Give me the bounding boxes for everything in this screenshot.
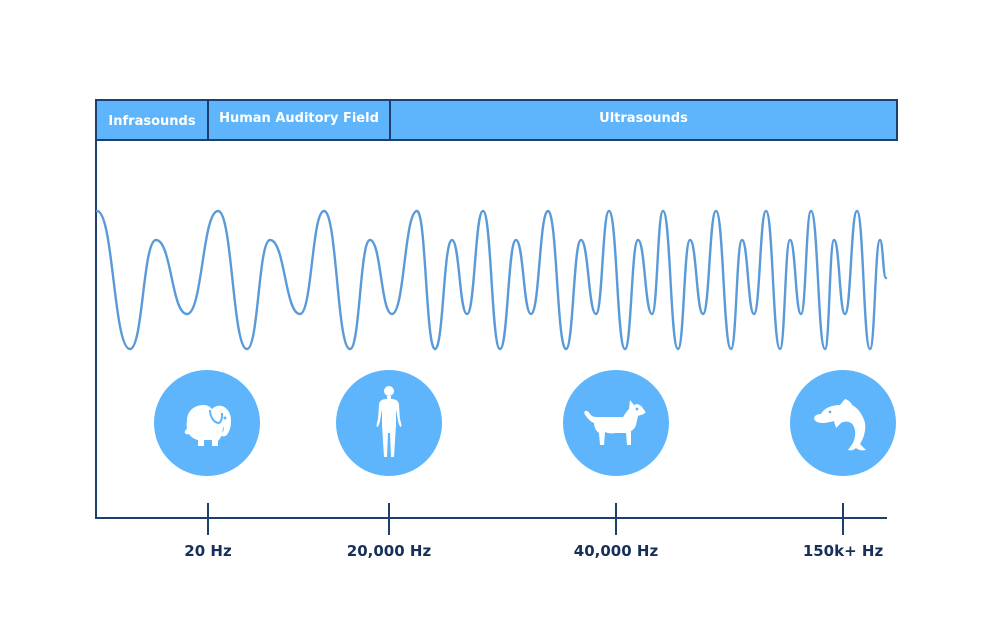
elephant-icon [184,405,231,446]
tick-label-40000hz: 40,000 Hz [573,542,659,560]
band-ultrasounds-label: Ultrasounds [599,110,688,126]
elephant-circle [154,370,260,476]
band-ultrasounds: Ultrasounds [389,99,898,141]
tick-40000hz [615,503,617,535]
band-infrasounds: Infrasounds [95,99,209,141]
dog-circle [563,370,669,476]
tick-20hz [207,503,209,535]
band-human-auditory-field: Human Auditory Field [207,99,391,141]
dolphin-circle [790,370,896,476]
band-infrasounds-label: Infrasounds [108,114,196,129]
tick-label-150khz: 150k+ Hz [802,542,884,560]
tick-label-20000hz: 20,000 Hz [346,542,432,560]
human-icon [376,386,402,457]
y-axis-line [95,141,97,519]
tick-150khz [842,503,844,535]
tick-20000hz [388,503,390,535]
human-circle [336,370,442,476]
tick-label-20hz: 20 Hz [184,542,232,560]
dog-icon [584,400,646,445]
dolphin-icon [814,399,866,451]
band-human-auditory-field-label: Human Auditory Field [219,110,379,126]
x-axis-line [95,517,887,519]
